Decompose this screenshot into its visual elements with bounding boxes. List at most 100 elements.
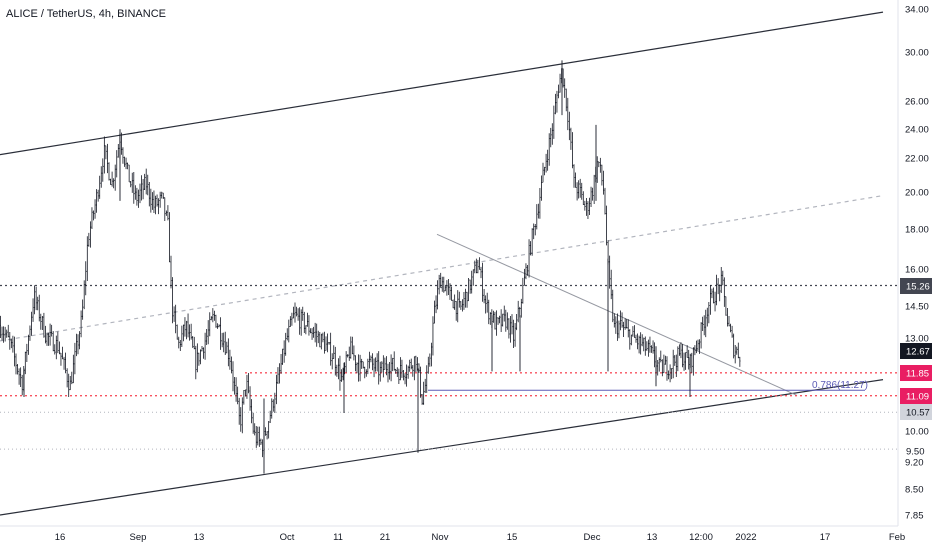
candle — [267, 421, 270, 439]
candle — [548, 133, 550, 166]
candle — [85, 261, 87, 296]
candle — [184, 317, 186, 337]
candle — [512, 319, 515, 348]
candle — [182, 324, 185, 342]
candle — [701, 316, 704, 331]
candle — [176, 324, 178, 340]
candle — [722, 270, 724, 286]
candle — [514, 323, 516, 347]
candle — [216, 323, 219, 329]
candle — [658, 357, 660, 372]
time-axis-tick: Oct — [280, 532, 295, 543]
candle — [444, 286, 447, 292]
candle — [192, 336, 194, 348]
candle — [289, 316, 292, 327]
candle — [223, 332, 225, 353]
candle — [58, 341, 61, 355]
time-axis-tick: 12:00 — [689, 532, 713, 543]
candle — [78, 331, 81, 350]
price-label: 12.67 — [906, 347, 930, 358]
candle — [407, 365, 409, 379]
price-label-box — [900, 404, 932, 420]
candle — [616, 313, 619, 341]
candle — [483, 289, 485, 304]
candle — [75, 333, 78, 357]
candle — [691, 352, 693, 373]
candle — [221, 332, 223, 348]
candle — [435, 295, 437, 314]
candle — [554, 93, 557, 115]
price-label-box — [900, 343, 932, 359]
candle — [739, 356, 741, 367]
candle — [100, 166, 102, 188]
time-axis-tick: 15 — [507, 532, 518, 543]
candle — [50, 324, 53, 337]
time-axis[interactable]: 16 Sep 13 Oct 11 21 Nov 15 Dec 13 12:00 2022 17 Feb — [55, 532, 905, 543]
candle — [142, 179, 144, 200]
candle — [165, 210, 168, 216]
candle — [453, 294, 456, 310]
candle — [581, 182, 583, 200]
candle — [675, 354, 677, 377]
candle — [277, 367, 279, 384]
candle — [413, 356, 416, 381]
candle — [526, 265, 529, 276]
channel-upper[interactable] — [0, 11, 884, 156]
candle — [157, 198, 160, 215]
levels-layer[interactable] — [0, 284, 898, 450]
channel-mid[interactable] — [0, 195, 884, 342]
candle — [329, 332, 332, 366]
time-axis-tick: 11 — [333, 532, 343, 543]
candle — [550, 127, 552, 148]
candle — [109, 178, 112, 185]
time-axis-tick: 2022 — [735, 532, 756, 543]
candle — [674, 355, 676, 366]
candle — [281, 348, 284, 365]
candle — [618, 320, 620, 339]
candle — [525, 263, 527, 280]
candle — [40, 313, 42, 330]
candle — [174, 304, 177, 334]
channel-lower[interactable] — [0, 379, 884, 516]
candle — [443, 276, 445, 293]
candle — [605, 205, 608, 246]
candle — [712, 287, 715, 304]
candle — [432, 316, 434, 356]
candle — [367, 358, 369, 375]
candle — [133, 172, 135, 204]
candle — [218, 324, 220, 328]
candle — [46, 332, 48, 346]
candle — [16, 364, 19, 375]
candle — [292, 306, 295, 319]
price-axis[interactable]: 34.00 30.00 26.00 24.00 22.00 20.00 18.00 16.00… — [905, 5, 929, 522]
candle — [74, 342, 76, 375]
drawings-layer[interactable] — [0, 11, 884, 516]
candle — [385, 356, 388, 376]
candle — [264, 427, 267, 436]
candle — [458, 291, 460, 308]
candle — [635, 334, 637, 343]
candle — [711, 288, 713, 299]
candle — [247, 373, 250, 394]
candle — [706, 307, 708, 327]
candle — [497, 317, 499, 325]
candle — [370, 355, 372, 363]
candle — [357, 354, 360, 382]
candle — [274, 392, 276, 413]
candle — [587, 201, 589, 219]
candle — [567, 97, 569, 131]
candle — [148, 182, 150, 207]
candle — [528, 239, 530, 278]
candle — [63, 356, 65, 370]
candle — [64, 352, 67, 374]
candle — [71, 371, 73, 385]
candle — [77, 334, 79, 355]
candle — [156, 194, 158, 207]
candle — [102, 158, 104, 182]
candle — [564, 78, 566, 98]
candle — [143, 173, 146, 190]
candle — [387, 363, 389, 383]
candle — [418, 363, 420, 373]
